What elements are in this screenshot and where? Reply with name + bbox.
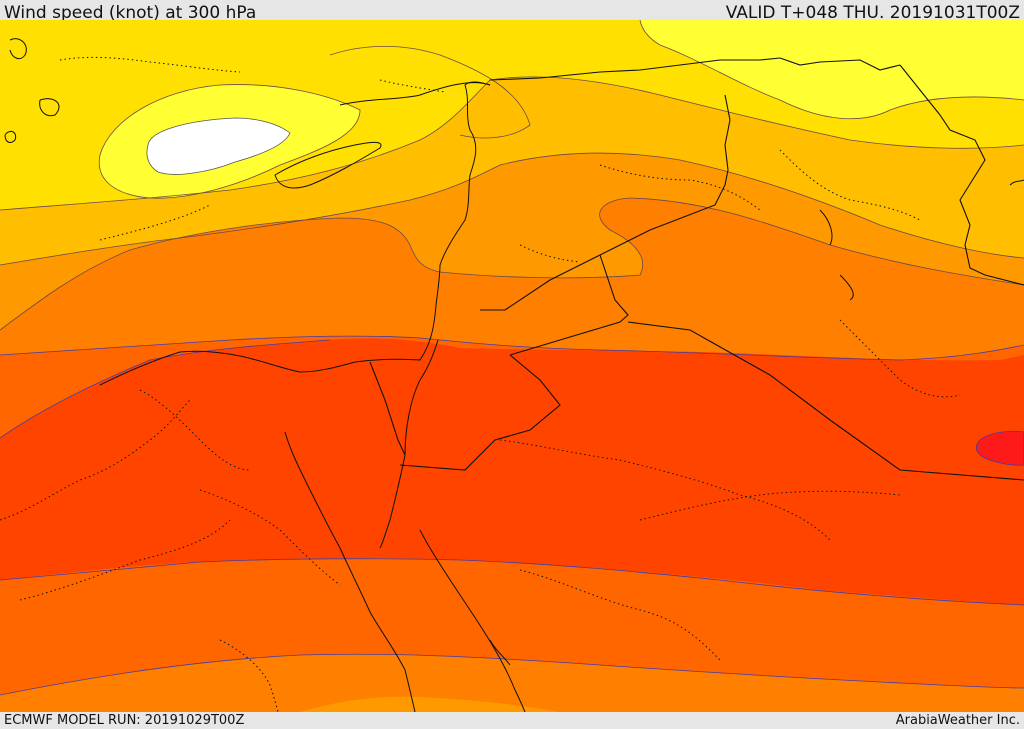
wind-speed-map	[0, 20, 1024, 712]
white-zone	[146, 117, 291, 175]
admin-boundaries	[0, 56, 961, 712]
model-run-label: ECMWF MODEL RUN: 20191029T00Z	[4, 713, 245, 728]
credit-label: ArabiaWeather Inc.	[895, 713, 1020, 728]
valid-time: VALID T+048 THU. 20191031T00Z	[725, 3, 1020, 23]
jet-core-band	[0, 338, 1024, 605]
coastlines	[4, 38, 1024, 712]
map-canvas	[0, 20, 1024, 712]
country-borders	[369, 57, 1024, 481]
jet-contours	[0, 335, 1024, 696]
map-title: Wind speed (knot) at 300 hPa	[4, 3, 257, 23]
red-max-zone	[975, 430, 1024, 466]
light-yellow-zone-ne	[640, 20, 1024, 119]
orange-light-band-south	[300, 696, 560, 712]
header-bar: Wind speed (knot) at 300 hPa VALID T+048…	[0, 0, 1024, 23]
footer-bar: ECMWF MODEL RUN: 20191029T00Z ArabiaWeat…	[0, 712, 1024, 729]
